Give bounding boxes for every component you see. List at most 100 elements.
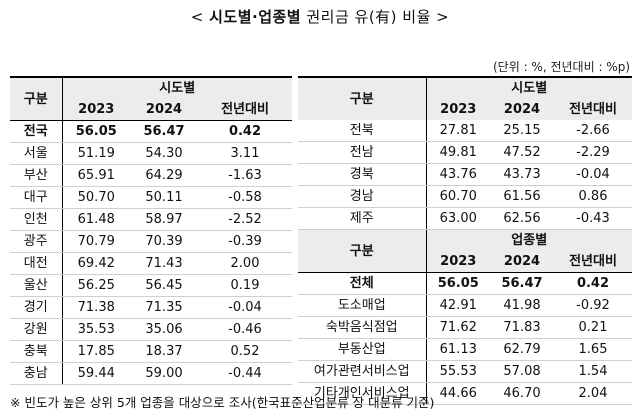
cell-value: 41.98 <box>490 294 554 317</box>
cell-value: 54.30 <box>130 142 198 165</box>
row-label: 광주 <box>10 230 63 253</box>
table-row: 전국 56.05 56.47 0.42 <box>10 120 292 143</box>
cell-value: 57.08 <box>490 360 554 383</box>
cell-value: -2.66 <box>554 120 632 142</box>
table-row: 강원 35.53 35.06 -0.46 <box>10 318 292 341</box>
cell-value: 3.11 <box>198 142 292 165</box>
table-row: 도소매업 42.91 41.98 -0.92 <box>298 294 632 317</box>
cell-value: 59.44 <box>62 362 130 385</box>
row-label: 여가관련서비스업 <box>298 360 427 383</box>
row-label: 대전 <box>10 252 63 275</box>
cell-value: 58.97 <box>130 208 198 231</box>
table-row: 충남 59.44 59.00 -0.44 <box>10 362 292 385</box>
cell-value: 61.13 <box>426 338 490 361</box>
region-table-left: 구분 시도별 2023 2024 전년대비 전국 56.05 56.47 0.42 서울… <box>10 76 292 385</box>
cell-value: -2.52 <box>198 208 292 231</box>
row-label: 강원 <box>10 318 63 341</box>
cell-value: -0.92 <box>554 294 632 317</box>
cell-value: 56.05 <box>62 120 130 143</box>
row-label: 부동산업 <box>298 338 427 361</box>
col-header: 2023 <box>78 102 115 117</box>
cell-value: 18.37 <box>130 340 198 363</box>
cell-value: -0.43 <box>554 207 632 230</box>
cell-value: 71.62 <box>426 316 490 339</box>
row-label: 숙박음식점업 <box>298 316 427 339</box>
cell-value: -0.04 <box>198 296 292 319</box>
page-title: < 시도별·업종별 권리금 유(有) 비율 > <box>190 8 450 26</box>
cell-value: 44.66 <box>426 382 490 405</box>
row-label: 전체 <box>298 272 427 295</box>
group-label: 구분 <box>298 76 427 120</box>
row-label: 서울 <box>10 142 63 165</box>
row-label: 도소매업 <box>298 294 427 317</box>
cell-value: 1.65 <box>554 338 632 361</box>
cell-value: 47.52 <box>490 141 554 164</box>
table-row: 부산 65.91 64.29 -1.63 <box>10 164 292 187</box>
col-header: 2023 <box>440 102 477 117</box>
cell-value: 0.42 <box>198 120 292 143</box>
cell-value: 70.79 <box>62 230 130 253</box>
cell-value: -2.29 <box>554 141 632 164</box>
cell-value: -0.39 <box>198 230 292 253</box>
row-label: 인천 <box>10 208 63 231</box>
cell-value: 56.45 <box>130 274 198 297</box>
col-header: 2024 <box>145 102 183 117</box>
table-row: 충북 17.85 18.37 0.52 <box>10 340 292 363</box>
col-header: 전년대비 <box>569 254 617 269</box>
cell-value: 50.70 <box>62 186 130 209</box>
cell-value: 27.81 <box>426 120 490 142</box>
group-label: 구분 <box>10 76 63 121</box>
cell-value: 56.47 <box>490 272 554 295</box>
cell-value: 71.35 <box>130 296 198 319</box>
table-row: 경남 60.70 61.56 0.86 <box>298 185 632 208</box>
cell-value: 63.00 <box>426 207 490 230</box>
cell-value: 49.81 <box>426 141 490 164</box>
row-label: 경남 <box>298 185 427 208</box>
cell-value: -1.63 <box>198 164 292 187</box>
table-row: 인천 61.48 58.97 -2.52 <box>10 208 292 231</box>
table-row: 대전 69.42 71.43 2.00 <box>10 252 292 275</box>
cell-value: 64.29 <box>130 164 198 187</box>
col-header: 전년대비 <box>221 102 269 117</box>
cell-value: 55.53 <box>426 360 490 383</box>
col-header: 2024 <box>503 254 541 269</box>
table-row: 전북 27.81 25.15 -2.66 <box>298 120 632 142</box>
cell-value: 71.43 <box>130 252 198 275</box>
footnote: ※ 빈도가 높은 상위 5개 업종을 대상으로 조사(한국표준산업분류 상 대분… <box>10 395 435 410</box>
table-row: 부동산업 61.13 62.79 1.65 <box>298 338 632 361</box>
cell-value: 56.05 <box>426 272 490 295</box>
cell-value: 65.91 <box>62 164 130 187</box>
cell-value: 43.73 <box>490 163 554 186</box>
cell-value: 35.53 <box>62 318 130 341</box>
cell-value: 35.06 <box>130 318 198 341</box>
cell-value: 61.56 <box>490 185 554 208</box>
row-label: 충북 <box>10 340 63 363</box>
cell-value: -0.58 <box>198 186 292 209</box>
cell-value: -0.46 <box>198 318 292 341</box>
table-row: 기타개인서비스업 44.66 46.70 2.04 <box>298 382 632 405</box>
cell-value: 43.76 <box>426 163 490 186</box>
cell-value: 2.00 <box>198 252 292 275</box>
row-label: 부산 <box>10 164 63 187</box>
cell-value: 62.79 <box>490 338 554 361</box>
table-row: 대구 50.70 50.11 -0.58 <box>10 186 292 209</box>
cell-value: 61.48 <box>62 208 130 231</box>
table-row: 경기 71.38 71.35 -0.04 <box>10 296 292 319</box>
cell-value: 56.47 <box>130 120 198 143</box>
table-row: 전체 56.05 56.47 0.42 <box>298 272 632 295</box>
table-row: 경북 43.76 43.73 -0.04 <box>298 163 632 186</box>
group-header: 시도별 <box>62 76 292 99</box>
row-label: 경북 <box>298 163 427 186</box>
table-row: 울산 56.25 56.45 0.19 <box>10 274 292 297</box>
row-label: 대구 <box>10 186 63 209</box>
cell-value: 0.42 <box>554 272 632 295</box>
table-row: 제주 63.00 62.56 -0.43 <box>298 207 632 230</box>
cell-value: 0.86 <box>554 185 632 208</box>
cell-value: 2.04 <box>554 382 632 405</box>
unit-label: (단위 : %, 전년대비 : %p) <box>493 60 630 74</box>
cell-value: 71.38 <box>62 296 130 319</box>
group-header: 시도별 <box>426 76 632 99</box>
row-label: 전남 <box>298 141 427 164</box>
cell-value: 0.52 <box>198 340 292 363</box>
row-label: 충남 <box>10 362 63 385</box>
